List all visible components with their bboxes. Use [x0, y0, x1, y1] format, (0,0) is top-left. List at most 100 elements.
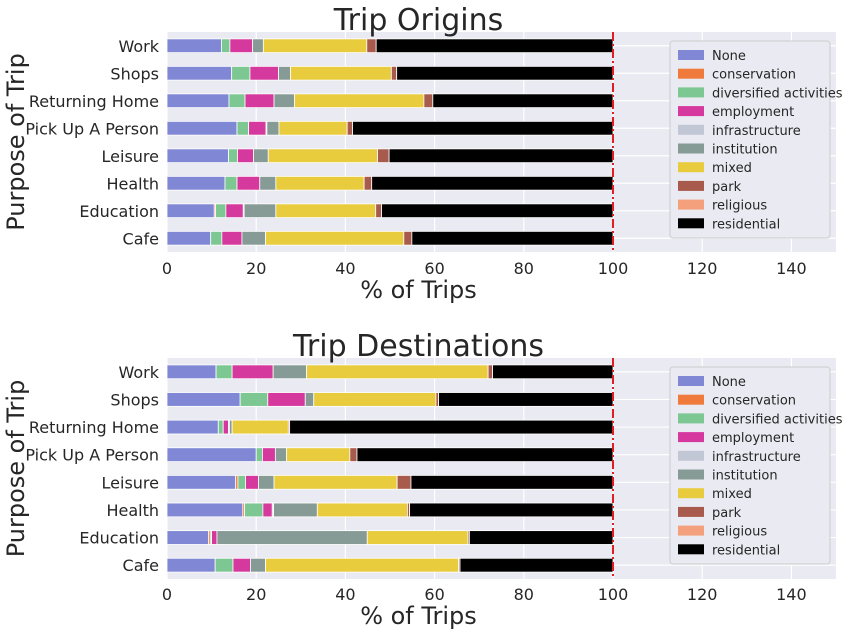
bar-segment-park	[403, 230, 413, 246]
y-tick-label: Education	[79, 529, 159, 548]
legend-swatch	[678, 376, 704, 386]
bar-segment-residential	[352, 120, 614, 136]
x-tick-label: 0	[162, 259, 172, 278]
legend-swatch	[678, 432, 704, 443]
bar-segment-mixed	[286, 447, 351, 462]
legend-swatch	[678, 68, 704, 79]
bar-segment-residential	[410, 475, 614, 490]
y-tick-label: Health	[106, 174, 159, 193]
x-tick-label: 20	[246, 259, 266, 278]
bar-segment-None	[166, 230, 212, 246]
legend-label: religious	[712, 199, 767, 214]
y-tick-label: Leisure	[102, 473, 159, 492]
bar-segment-residential	[375, 38, 614, 54]
bar-segment-residential	[396, 65, 614, 81]
bar-segment-mixed	[290, 65, 392, 81]
legend-label: mixed	[712, 161, 752, 176]
bar-segment-institution	[273, 502, 318, 518]
y-tick-label: Work	[118, 37, 159, 56]
bar-segment-institution	[216, 530, 368, 545]
bar-segment-mixed	[273, 475, 398, 490]
legend-swatch	[678, 180, 704, 191]
bar-segment-mixed	[267, 148, 378, 164]
legend-swatch	[678, 50, 704, 60]
legend-swatch	[678, 106, 704, 117]
bar-segment-None	[166, 557, 216, 573]
bar-segment-employment	[211, 530, 218, 545]
bar-segment-None	[166, 38, 222, 54]
bar-segment-park	[363, 175, 373, 191]
bar-segment-park	[375, 203, 382, 219]
legend-label: conservation	[712, 394, 796, 409]
y-tick-label: Work	[118, 363, 159, 382]
bar-segment-mixed	[275, 175, 365, 191]
legend-label: religious	[712, 525, 767, 540]
y-axis-label: Purpose of Trip	[2, 53, 30, 231]
bar-segment-institution	[304, 392, 315, 407]
bar-segment-institution	[250, 557, 266, 573]
bar-segment-diversified-activities	[237, 475, 246, 490]
legend-swatch	[678, 450, 704, 461]
bar-segment-institution	[253, 148, 269, 164]
x-tick-label: 140	[776, 259, 807, 278]
y-tick-label: Returning Home	[29, 418, 159, 437]
y-tick-label: Shops	[110, 390, 159, 409]
bar-segment-park	[396, 475, 412, 490]
bar-segment-mixed	[231, 419, 289, 435]
bar-segment-park	[346, 120, 353, 136]
legend-swatch	[678, 218, 704, 229]
bar-segment-residential	[459, 557, 614, 573]
x-tick-label: 140	[776, 585, 807, 604]
bar-segment-None	[166, 175, 226, 191]
bar-segment-residential	[381, 203, 614, 219]
y-tick-label: Health	[106, 501, 159, 520]
bar-segment-None	[166, 475, 237, 490]
bar-segment-None	[166, 65, 233, 81]
y-tick-label: Returning Home	[29, 92, 159, 111]
legend-label: institution	[712, 143, 778, 158]
y-tick-label: Cafe	[123, 229, 159, 248]
bar-segment-employment	[222, 419, 229, 435]
bar-segment-diversified-activities	[210, 230, 223, 246]
legend-label: infrastructure	[712, 124, 801, 139]
x-tick-label: 0	[162, 585, 172, 604]
bar-segment-None	[166, 203, 215, 219]
bar-segment-mixed	[275, 203, 377, 219]
x-tick-label: 40	[335, 259, 355, 278]
bar-segment-mixed	[294, 93, 425, 109]
bar-segment-employment	[237, 148, 254, 164]
bar-segment-diversified-activities	[215, 364, 233, 380]
bar-segment-employment	[262, 447, 276, 462]
legend-swatch	[678, 413, 704, 424]
bar-segment-diversified-activities	[215, 203, 227, 219]
legend-label: institution	[712, 469, 778, 484]
legend-label: employment	[712, 105, 794, 120]
y-tick-label: Leisure	[102, 147, 159, 166]
y-axis-label: Purpose of Trip	[2, 380, 30, 558]
bar-segment-None	[166, 447, 257, 462]
bar-segment-institution	[229, 419, 233, 435]
bar-segment-diversified-activities	[255, 447, 263, 462]
bar-segment-diversified-activities	[244, 502, 264, 518]
chart-title: Trip Origins	[333, 3, 503, 38]
legend-swatch	[678, 394, 704, 405]
bar-segment-institution	[274, 447, 287, 462]
x-tick-label: 80	[514, 585, 534, 604]
bar-segment-diversified-activities	[214, 557, 234, 573]
legend-swatch	[678, 124, 704, 135]
x-tick-label: 80	[514, 259, 534, 278]
bar-segment-employment	[245, 475, 259, 490]
bar-segment-employment	[267, 392, 306, 407]
x-tick-label: 100	[598, 259, 629, 278]
bar-segment-institution	[259, 175, 277, 191]
bar-segment-diversified-activities	[228, 148, 238, 164]
bar-segment-None	[166, 364, 217, 380]
bar-segment-employment	[248, 120, 267, 136]
bar-segment-institution	[258, 475, 275, 490]
bar-segment-park	[377, 148, 390, 164]
legend-swatch	[678, 469, 704, 480]
x-tick-label: 60	[424, 259, 444, 278]
legend-label: residential	[712, 543, 780, 558]
bar-segment-None	[166, 530, 209, 545]
